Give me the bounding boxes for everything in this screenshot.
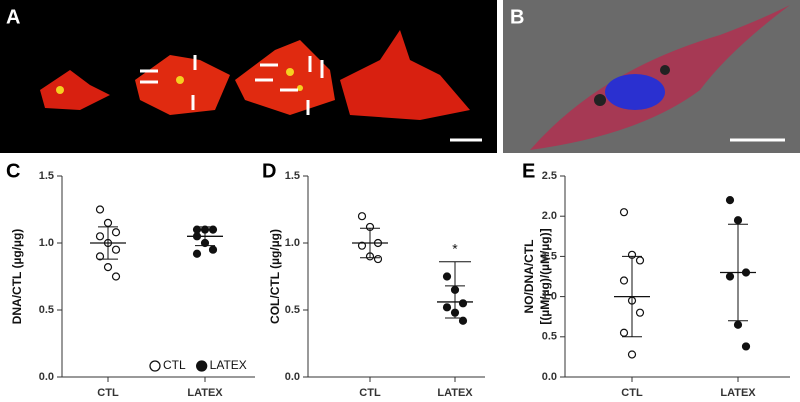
- y-tick-label: 0.0: [285, 371, 300, 383]
- data-point: [111, 228, 121, 237]
- data-point: [635, 308, 645, 317]
- legend-label: LATEX: [210, 358, 247, 372]
- data-point: [458, 316, 468, 325]
- data-point: [627, 350, 637, 359]
- significance: *: [452, 240, 458, 256]
- x-tick-label: LATEX: [720, 387, 756, 399]
- data-point: [619, 276, 629, 285]
- data-point: [95, 205, 105, 214]
- y-tick-label: 2.5: [542, 170, 557, 182]
- y-tick-label: 1.5: [39, 170, 54, 182]
- data-point: [208, 245, 218, 254]
- data-point: [741, 342, 751, 351]
- panel-label: C: [6, 160, 20, 182]
- data-point: [725, 196, 735, 205]
- data-point: [733, 320, 743, 329]
- y-tick-label: 1.0: [39, 237, 54, 249]
- data-point: [103, 218, 113, 227]
- legend-marker: [149, 360, 161, 372]
- data-point: [725, 272, 735, 281]
- data-point: [357, 241, 367, 250]
- panel-label: B: [510, 6, 524, 28]
- y-tick-label: 0.5: [39, 304, 54, 316]
- data-point: [111, 245, 121, 254]
- image-a: A: [0, 0, 497, 153]
- y-tick-label: 2.0: [542, 210, 557, 222]
- y-tick-label: 0.0: [542, 371, 557, 383]
- data-point: [619, 328, 629, 337]
- y-tick-label: 1.5: [285, 170, 300, 182]
- x-tick-label: LATEX: [187, 387, 223, 399]
- data-point: [442, 303, 452, 312]
- legend-label: CTL: [163, 358, 186, 372]
- x-tick-label: CTL: [359, 387, 381, 399]
- data-point: [208, 225, 218, 234]
- data-point: [357, 212, 367, 221]
- y-axis-label: DNA/CTL (µg/µg): [10, 229, 24, 325]
- data-point: [442, 272, 452, 281]
- data-point: [103, 263, 113, 272]
- x-tick-label: CTL: [621, 387, 643, 399]
- data-point: [635, 256, 645, 265]
- y-axis-label: COL/CTL (µg/µg): [268, 229, 282, 324]
- image-b: B: [503, 0, 800, 153]
- y-axis-label: [(µM/µg)/(µM/µg)]: [538, 228, 552, 324]
- data-point: [95, 232, 105, 241]
- data-point: [95, 252, 105, 261]
- data-point: [192, 249, 202, 258]
- y-tick-label: 1.0: [285, 237, 300, 249]
- x-tick-label: LATEX: [437, 387, 473, 399]
- x-tick-label: CTL: [97, 387, 119, 399]
- data-point: [619, 208, 629, 217]
- panel-label: A: [6, 6, 20, 28]
- data-point: [733, 216, 743, 225]
- panel-label: D: [262, 160, 276, 182]
- y-tick-label: 0.5: [542, 331, 557, 343]
- data-point: [458, 299, 468, 308]
- y-tick-label: 1.5: [542, 250, 557, 262]
- y-tick-label: 0.0: [39, 371, 54, 383]
- y-tick-label: 0.5: [285, 304, 300, 316]
- y-tick-label: 1.0: [542, 291, 557, 303]
- y-axis-label: NO/DNA/CTL: [522, 240, 536, 314]
- data-point: [111, 272, 121, 281]
- legend-marker: [196, 360, 208, 372]
- data-point: [373, 254, 383, 264]
- panel-label: E: [522, 160, 535, 182]
